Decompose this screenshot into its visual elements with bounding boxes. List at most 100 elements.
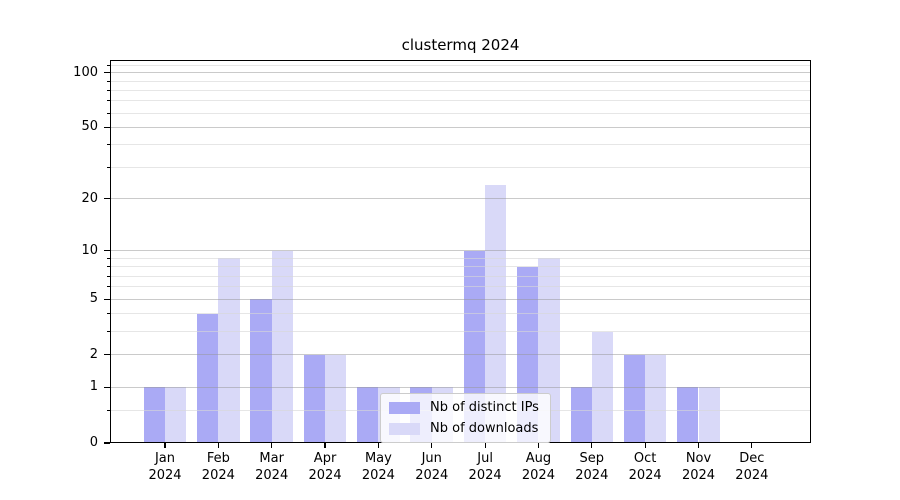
x-axis-label-month: Jun [421, 451, 442, 466]
x-axis-label-year: 2024 [415, 467, 449, 483]
y-axis-label: 50 [81, 119, 98, 135]
bar-downloads [271, 250, 293, 443]
x-axis-label-year: 2024 [735, 467, 769, 483]
x-axis-label-year: 2024 [255, 467, 289, 483]
x-axis-label-month: Mar [259, 451, 284, 466]
x-axis-label-month: Jul [477, 451, 493, 466]
x-axis-label-month: Dec [739, 451, 765, 466]
legend-item-downloads: Nb of downloads [389, 421, 539, 436]
bar-downloads [698, 387, 720, 443]
x-axis-tick [644, 443, 646, 448]
x-axis-tick [324, 443, 326, 448]
x-axis-tick [537, 443, 540, 448]
x-axis-label-month: Oct [633, 451, 657, 466]
gridline-minor [110, 144, 811, 146]
gridline-minor [110, 275, 811, 277]
x-axis-label-month: Aug [525, 451, 552, 466]
x-axis-label: Aug 2024 [508, 451, 568, 484]
bar-distinct-ips [143, 387, 165, 443]
x-axis-label: Mar 2024 [242, 451, 302, 484]
y-axis-minor-tick [106, 112, 110, 114]
bar-distinct-ips [357, 387, 379, 443]
gridline-major [110, 386, 811, 388]
gridline-minor [110, 80, 811, 82]
y-axis-tick [104, 249, 110, 252]
x-axis-label-year: 2024 [148, 467, 182, 483]
gridline-minor [110, 166, 811, 168]
x-axis-tick [164, 443, 166, 448]
x-axis-label: Jun 2024 [402, 451, 462, 484]
x-axis-label-month: Feb [206, 451, 230, 466]
x-axis-label-year: 2024 [681, 467, 716, 483]
y-axis-minor-tick [106, 275, 110, 277]
y-axis-minor-tick [106, 80, 110, 82]
bar-distinct-ips [303, 354, 326, 443]
x-axis-label: Feb 2024 [188, 451, 248, 484]
gridline-minor [110, 313, 811, 315]
bar-distinct-ips [250, 299, 272, 443]
y-axis-tick [104, 126, 110, 129]
bar-downloads [325, 354, 347, 443]
x-axis-label: Apr 2024 [295, 451, 355, 484]
y-axis-tick [104, 298, 110, 300]
x-axis-label-year: 2024 [521, 467, 555, 483]
x-axis-label: Dec 2024 [722, 451, 782, 484]
y-axis-label: 0 [89, 435, 98, 450]
y-axis-label: 20 [81, 190, 98, 206]
x-axis-tick [217, 443, 219, 448]
gridline-major [110, 72, 811, 74]
bar-distinct-ips [677, 387, 699, 443]
y-axis-label: 5 [89, 291, 98, 307]
bar-distinct-ips [570, 387, 592, 443]
x-axis-tick [751, 443, 753, 448]
bar-distinct-ips [197, 313, 219, 443]
y-axis-minor-tick [106, 286, 110, 288]
gridline-minor [110, 257, 811, 259]
legend-label-downloads: Nb of downloads [430, 421, 539, 436]
legend: Nb of distinct IPs Nb of downloads [380, 393, 551, 443]
gridline-major [110, 126, 811, 128]
x-axis-label: Nov 2024 [669, 451, 729, 484]
y-axis-minor-tick [106, 257, 110, 259]
y-axis-minor-tick [106, 144, 110, 146]
chart-title: clustermq 2024 [401, 36, 520, 54]
y-axis-label: 1 [89, 379, 98, 395]
gridline-minor [110, 89, 811, 91]
x-axis-tick [697, 443, 700, 448]
bar-downloads [165, 387, 187, 443]
x-axis-label-year: 2024 [468, 467, 502, 483]
legend-label-distinct-ips: Nb of distinct IPs [430, 400, 539, 415]
y-axis-label: 2 [89, 346, 98, 362]
bar-downloads [218, 258, 240, 443]
y-axis-tick [104, 442, 110, 444]
x-axis-label-year: 2024 [628, 467, 662, 483]
y-axis-minor-tick [106, 166, 110, 168]
gridline-major [110, 198, 811, 200]
x-axis-label-month: May [364, 451, 392, 466]
x-axis-label-year: 2024 [361, 467, 395, 483]
gridline-minor [110, 286, 811, 288]
y-axis-minor-tick [106, 64, 110, 66]
x-axis-label: May 2024 [348, 451, 408, 484]
gridline-minor [110, 266, 811, 268]
gridline-minor [110, 331, 811, 333]
y-axis-minor-tick [106, 409, 110, 411]
x-axis-label: Oct 2024 [615, 451, 675, 484]
y-axis-minor-tick [106, 266, 110, 268]
y-axis-tick [104, 354, 110, 356]
y-axis-tick [104, 72, 110, 74]
x-axis-label-month: Nov [685, 451, 712, 466]
gridline-major [110, 250, 811, 252]
x-axis-label: Jul 2024 [455, 451, 515, 484]
x-axis-label-month: Apr [313, 451, 337, 466]
y-axis-minor-tick [106, 331, 110, 333]
x-axis-tick [271, 443, 273, 448]
x-axis-label-year: 2024 [308, 467, 342, 483]
gridline-major [110, 354, 811, 356]
y-axis-minor-tick [106, 89, 110, 91]
legend-swatch-distinct-ips [389, 401, 420, 414]
x-axis-label-year: 2024 [575, 467, 609, 483]
legend-swatch-downloads [389, 422, 420, 435]
x-axis-tick [431, 443, 433, 448]
gridline-major [110, 298, 811, 300]
